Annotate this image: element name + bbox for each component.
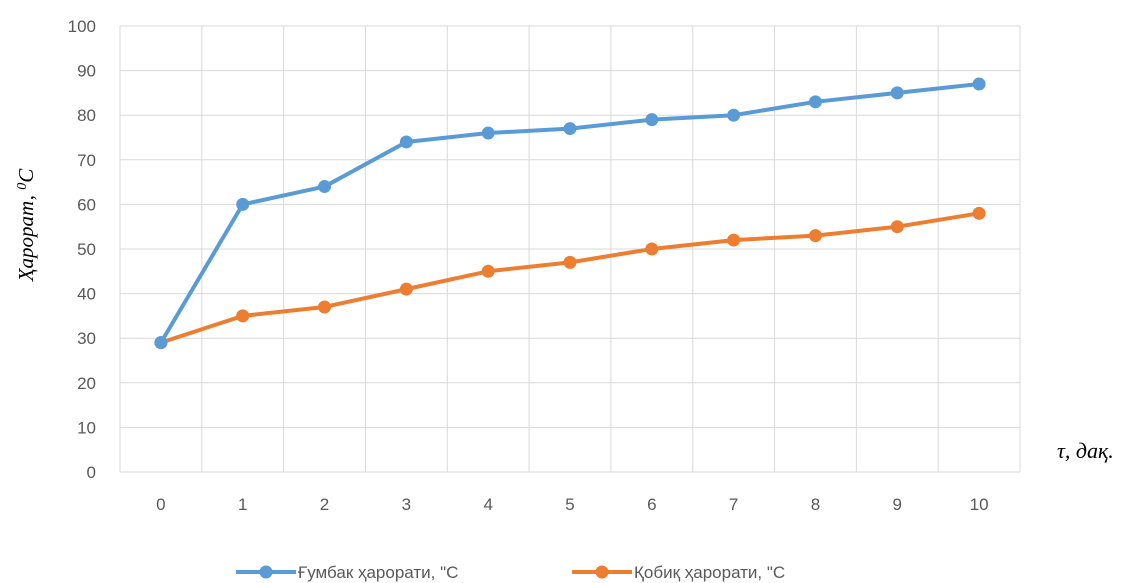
grid-lines: [119, 25, 1021, 473]
y-tick-label: 50: [77, 240, 96, 259]
x-tick-label: 6: [647, 495, 656, 514]
x-tick-label: 8: [811, 495, 820, 514]
data-point: [890, 220, 904, 234]
legend-label: Ғумбак ҳарорати, "С: [297, 563, 458, 582]
data-point: [727, 233, 741, 247]
x-tick-label: 10: [970, 495, 989, 514]
x-tick-label: 5: [565, 495, 574, 514]
data-point: [972, 77, 986, 91]
data-point: [154, 336, 168, 350]
data-point: [481, 264, 495, 278]
series-0: [154, 77, 986, 350]
legend: Ғумбак ҳарорати, "С Қобиқ ҳарорати, "С: [236, 563, 785, 582]
data-point: [563, 122, 577, 136]
series-group: [154, 77, 986, 350]
x-tick-label: 9: [893, 495, 902, 514]
x-tick-label: 3: [402, 495, 411, 514]
legend-marker: [259, 565, 273, 579]
legend-item: Қобиқ ҳарорати, "С: [572, 563, 785, 582]
x-axis-label: τ, дақ.: [1057, 438, 1114, 463]
y-tick-label: 90: [77, 62, 96, 81]
x-tick-label: 4: [483, 495, 492, 514]
x-tick-labels: 0 1 2 3 4 5 6 7 8 9 10: [156, 495, 988, 514]
data-point: [645, 113, 659, 127]
legend-label: Қобиқ ҳарорати, "С: [634, 563, 785, 582]
x-tick-label: 2: [320, 495, 329, 514]
y-tick-labels: 0 10 20 30 40 50 60 70 80 90 100: [68, 17, 96, 482]
data-point: [318, 300, 332, 314]
y-tick-label: 100: [68, 17, 96, 36]
data-point: [645, 242, 659, 256]
y-tick-label: 30: [77, 329, 96, 348]
y-tick-label: 70: [77, 151, 96, 170]
y-tick-label: 60: [77, 195, 96, 214]
data-point: [727, 108, 741, 122]
x-tick-label: 7: [729, 495, 738, 514]
data-point: [808, 229, 822, 243]
y-tick-label: 0: [87, 463, 96, 482]
data-point: [890, 86, 904, 100]
data-point: [236, 309, 250, 323]
data-point: [318, 180, 332, 194]
legend-item: Ғумбак ҳарорати, "С: [236, 563, 458, 582]
x-tick-label: 0: [156, 495, 165, 514]
data-point: [481, 126, 495, 140]
data-point: [972, 206, 986, 220]
y-tick-label: 20: [77, 374, 96, 393]
legend-marker: [595, 565, 609, 579]
series-1: [154, 206, 986, 350]
y-axis-label: Ҳарорат, 0С: [14, 168, 38, 283]
data-point: [399, 135, 413, 149]
data-point: [399, 282, 413, 296]
data-point: [808, 95, 822, 109]
data-point: [563, 255, 577, 269]
y-tick-label: 80: [77, 106, 96, 125]
x-tick-label: 1: [238, 495, 247, 514]
data-point: [236, 197, 250, 211]
y-tick-label: 40: [77, 285, 96, 304]
y-tick-label: 10: [77, 418, 96, 437]
